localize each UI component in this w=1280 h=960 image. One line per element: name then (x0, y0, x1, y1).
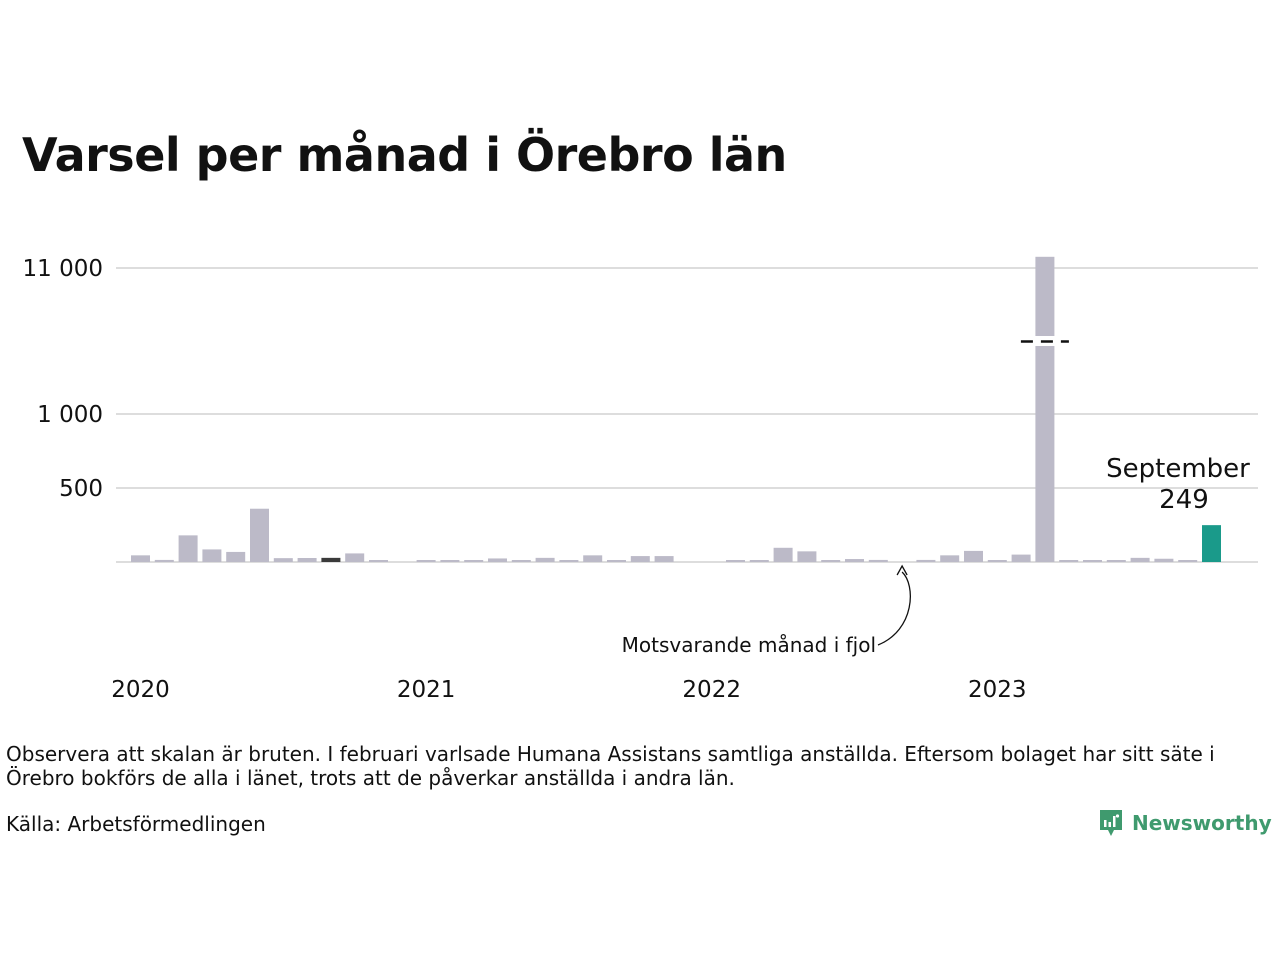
y-tick-label: 11 000 (23, 256, 103, 282)
previous-year-label: Motsvarande månad i fjol (622, 633, 876, 657)
bar (273, 558, 293, 562)
bar (1011, 554, 1031, 562)
y-tick-label: 500 (59, 476, 103, 502)
axis-break-marker (1020, 336, 1069, 346)
bar (202, 549, 222, 562)
bar (535, 557, 555, 562)
bar (583, 555, 603, 562)
bar (250, 508, 269, 562)
bar (1130, 557, 1150, 562)
bar (1083, 560, 1102, 562)
bar (178, 535, 198, 562)
bar (1202, 525, 1221, 562)
bar (464, 560, 484, 562)
bar (345, 553, 365, 562)
bar (297, 558, 317, 562)
bars (131, 256, 1221, 562)
bar (1106, 560, 1126, 562)
newsworthy-logo[interactable]: Newsworthy (1098, 808, 1272, 838)
x-tick-label: 2022 (682, 677, 741, 703)
x-tick-label: 2023 (968, 677, 1027, 703)
y-axis-ticks: 500 1 000 11 000 (23, 256, 103, 502)
bar (369, 560, 388, 562)
bar (511, 560, 531, 562)
chart-note: Observera att skalan är bruten. I februa… (6, 742, 1215, 790)
bar (987, 560, 1007, 562)
bar (1059, 560, 1079, 562)
brand-name: Newsworthy (1132, 811, 1272, 835)
bar (440, 560, 460, 562)
bar (845, 559, 864, 562)
bar (797, 551, 817, 562)
bar (916, 559, 936, 562)
arrowhead (896, 564, 908, 576)
bar (1154, 558, 1174, 562)
bar (559, 560, 579, 562)
bar (773, 547, 793, 562)
bar (749, 560, 769, 562)
bar (940, 555, 960, 562)
gridlines (116, 267, 1258, 563)
bar (654, 556, 674, 562)
newsworthy-logo-icon (1100, 810, 1122, 836)
bar (1035, 256, 1055, 562)
bar (488, 558, 507, 562)
bar (726, 560, 745, 562)
bar (416, 560, 436, 562)
bar (607, 560, 626, 562)
x-tick-label: 2021 (397, 677, 456, 703)
bar (868, 559, 888, 562)
x-axis-ticks: 2020 2021 2022 2023 (111, 677, 1026, 703)
x-tick-label: 2020 (111, 677, 170, 703)
bar (154, 559, 174, 562)
current-month-label: September (1106, 454, 1250, 484)
previous-year-arrow (877, 571, 911, 646)
bar (131, 555, 150, 562)
current-month-value: 249 (1159, 485, 1209, 515)
chart-title: Varsel per månad i Örebro län (22, 128, 787, 182)
bar (1178, 560, 1198, 562)
y-tick-label: 1 000 (37, 402, 103, 428)
bar (226, 551, 246, 562)
bar (821, 560, 841, 562)
bar (630, 556, 650, 562)
bar-chart: 500 1 000 11 000 2020 2021 2022 2023 Septembe… (23, 256, 1258, 703)
bar (321, 557, 341, 562)
source-text: Källa: Arbetsförmedlingen (6, 812, 266, 836)
bar (964, 550, 983, 562)
